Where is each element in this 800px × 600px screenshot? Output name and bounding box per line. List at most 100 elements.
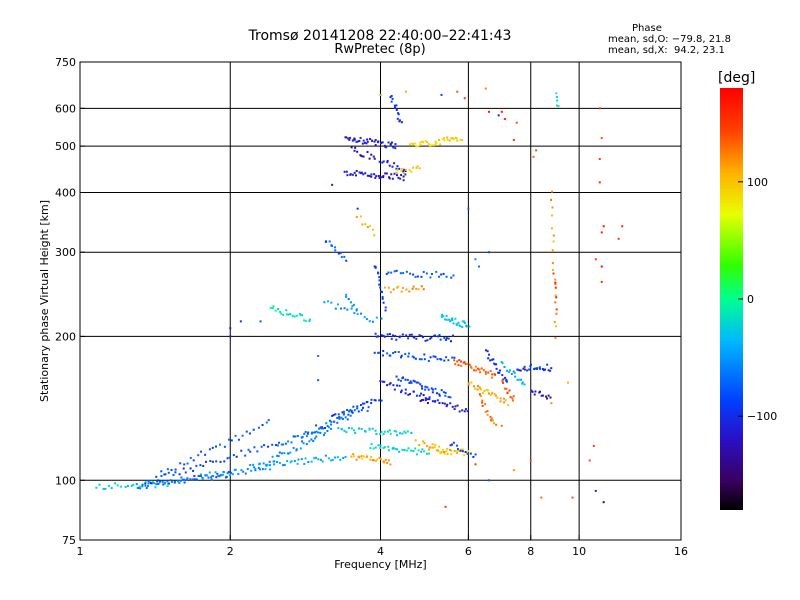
echo-point — [359, 136, 362, 139]
echo-point — [510, 372, 513, 375]
echo-point — [144, 481, 147, 484]
echo-point — [304, 457, 307, 460]
echo-point — [313, 437, 316, 440]
echo-point — [406, 430, 409, 433]
echo-point — [378, 351, 381, 354]
echo-point — [479, 371, 482, 374]
echo-point — [505, 380, 508, 383]
echo-point — [265, 463, 268, 466]
echo-point — [444, 394, 447, 397]
echo-point — [450, 137, 453, 140]
echo-point — [392, 446, 395, 449]
echo-point — [434, 387, 437, 390]
echo-point — [358, 456, 361, 459]
echo-point — [380, 317, 383, 320]
echo-point — [460, 364, 463, 367]
echo-point — [387, 459, 390, 462]
echo-point — [178, 473, 181, 476]
echo-point — [381, 141, 384, 144]
echo-point — [292, 446, 295, 449]
echo-point — [533, 393, 536, 396]
echo-point — [446, 136, 449, 139]
echo-point — [343, 170, 346, 173]
echo-point — [322, 434, 325, 437]
echo-point — [147, 480, 150, 483]
echo-point — [352, 405, 355, 408]
echo-point — [400, 169, 403, 172]
echo-point — [516, 368, 519, 371]
echo-point — [197, 454, 200, 457]
echo-point — [191, 478, 194, 481]
echo-point — [401, 432, 404, 435]
echo-point — [384, 458, 387, 461]
echo-point — [176, 480, 179, 483]
echo-point — [397, 176, 400, 179]
echo-point — [315, 424, 318, 427]
echo-point — [141, 483, 144, 486]
echo-point — [276, 460, 279, 463]
echo-point — [366, 174, 369, 177]
echo-point — [323, 301, 326, 304]
echo-point — [225, 475, 228, 478]
echo-point — [229, 335, 232, 338]
echo-point — [436, 392, 439, 395]
echo-point — [317, 354, 320, 357]
echo-point — [408, 393, 411, 396]
echo-point — [554, 301, 557, 304]
echo-point — [431, 443, 434, 446]
echo-point — [554, 336, 557, 339]
echo-point — [420, 385, 423, 388]
echo-point — [375, 335, 378, 338]
echo-point — [571, 496, 574, 499]
phase-stats-title: Phase — [632, 23, 662, 34]
echo-point — [464, 408, 467, 411]
echo-point — [397, 350, 400, 353]
echo-point — [374, 332, 377, 335]
echo-point — [552, 268, 555, 271]
echo-point — [407, 355, 410, 358]
echo-point — [362, 406, 365, 409]
echo-point — [440, 315, 443, 318]
echo-point — [189, 467, 192, 470]
echo-point — [405, 90, 408, 93]
echo-point — [373, 173, 376, 176]
echo-point — [330, 427, 333, 430]
echo-point — [458, 410, 461, 413]
echo-point — [501, 379, 504, 382]
echo-point — [440, 93, 443, 96]
echo-point — [386, 384, 389, 387]
echo-point — [256, 450, 259, 453]
echo-point — [295, 314, 298, 317]
echo-point — [327, 300, 330, 303]
echo-point — [459, 325, 462, 328]
echo-point — [395, 174, 398, 177]
echo-point — [124, 485, 127, 488]
echo-point — [421, 336, 424, 339]
echo-point — [247, 448, 250, 451]
echo-point — [269, 306, 272, 309]
echo-point — [493, 422, 496, 425]
echo-point — [549, 396, 552, 399]
echo-point — [515, 121, 518, 124]
echo-point — [421, 448, 424, 451]
echo-point — [130, 484, 133, 487]
echo-point — [343, 307, 346, 310]
echo-point — [484, 370, 487, 373]
echo-point — [375, 433, 378, 436]
echo-point — [346, 137, 349, 140]
echo-point — [511, 397, 514, 400]
echo-point — [513, 371, 516, 374]
echo-point — [476, 388, 479, 391]
echo-point — [432, 355, 435, 358]
echo-point — [396, 384, 399, 387]
echo-point — [398, 432, 401, 435]
echo-point — [360, 409, 363, 412]
echo-point — [252, 428, 255, 431]
echo-point — [600, 265, 603, 268]
echo-point — [440, 358, 443, 361]
echo-point — [396, 434, 399, 437]
echo-point — [407, 393, 410, 396]
echo-point — [323, 426, 326, 429]
echo-point — [350, 146, 353, 149]
